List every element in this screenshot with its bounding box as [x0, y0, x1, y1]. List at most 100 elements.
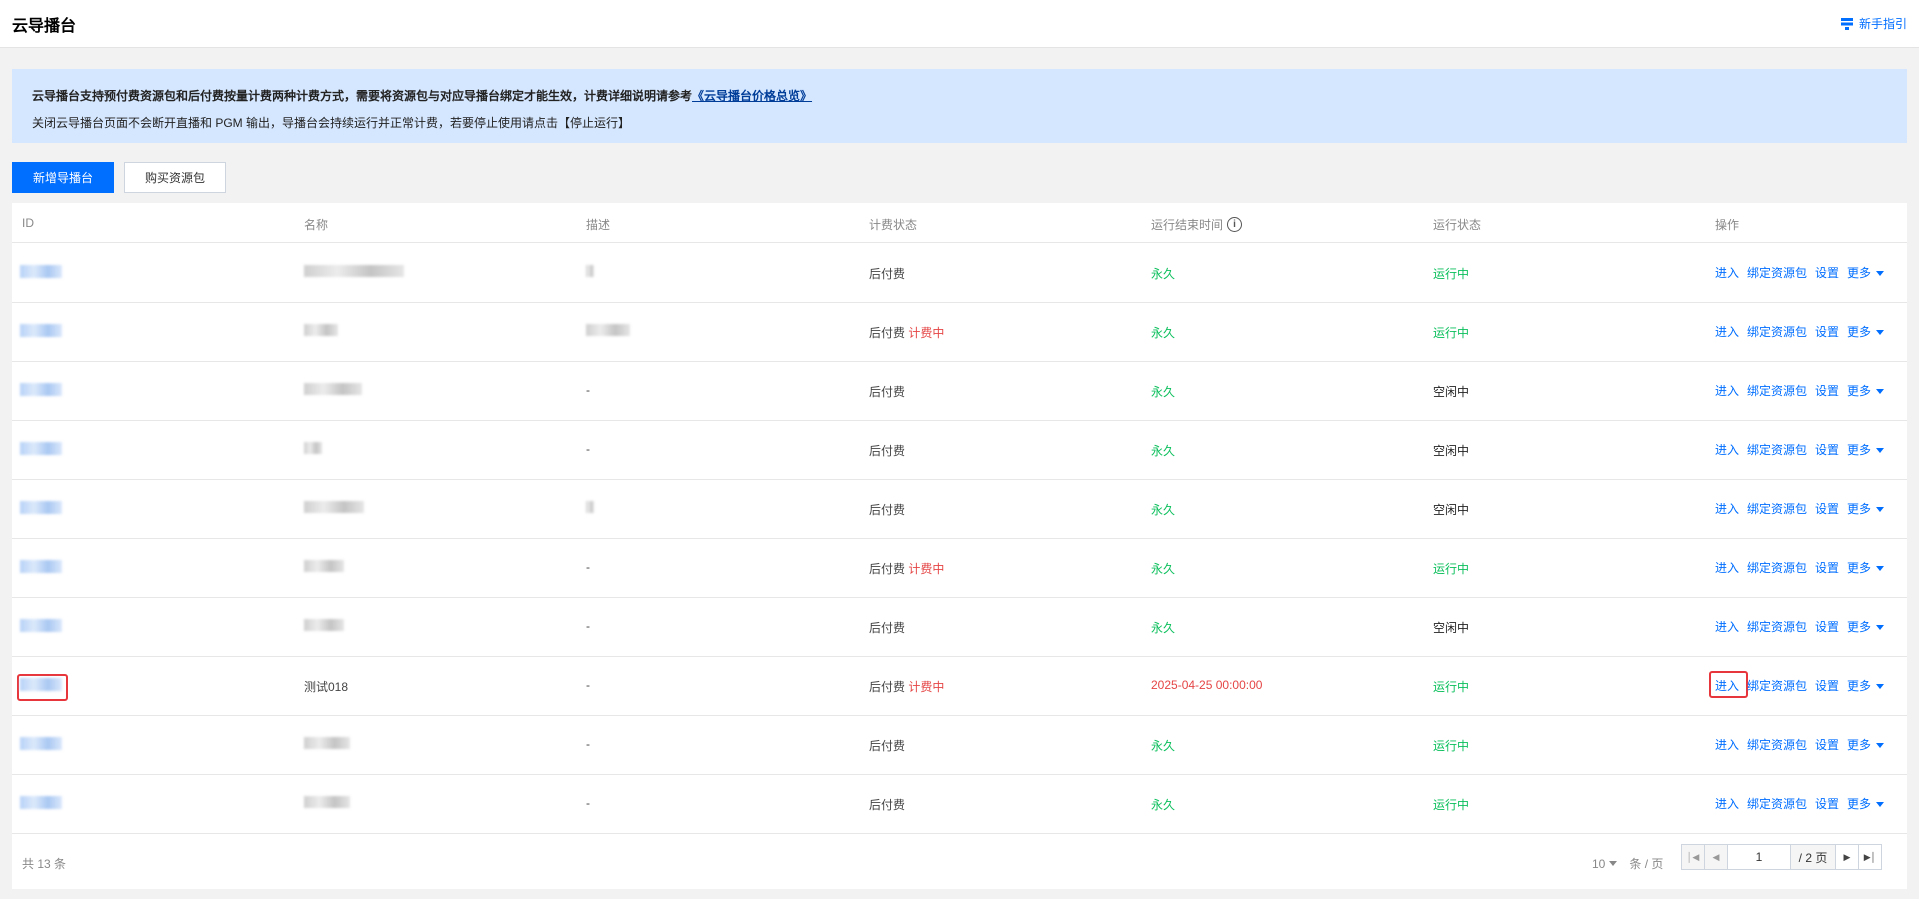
row-id[interactable]: [20, 737, 62, 753]
enter-link[interactable]: 进入: [1715, 618, 1739, 635]
row-id[interactable]: [20, 501, 62, 517]
buy-resource-pack-button[interactable]: 购买资源包: [124, 162, 226, 193]
bind-resource-pack-link[interactable]: 绑定资源包: [1747, 325, 1808, 339]
enter-link[interactable]: 进入: [1715, 441, 1739, 458]
table-row: - 后付费 永久 空闲中 进入 绑定资源包 设置 更多: [12, 598, 1907, 657]
enter-link[interactable]: 进入: [1715, 736, 1739, 753]
column-header-run-status: 运行状态: [1433, 218, 1482, 232]
enter-link-label: 进入: [1715, 443, 1740, 457]
enter-link[interactable]: 进入: [1715, 559, 1739, 576]
more-label: 更多: [1847, 679, 1872, 693]
chevron-down-icon: [1609, 861, 1618, 866]
bind-resource-pack-link[interactable]: 绑定资源包: [1747, 561, 1808, 575]
bind-resource-pack-link[interactable]: 绑定资源包: [1747, 266, 1808, 280]
settings-link[interactable]: 设置: [1815, 797, 1840, 811]
guide-link[interactable]: 新手指引: [1840, 15, 1907, 32]
more-dropdown[interactable]: 更多: [1847, 795, 1885, 812]
more-dropdown[interactable]: 更多: [1847, 500, 1885, 517]
more-dropdown[interactable]: 更多: [1847, 736, 1885, 753]
row-name-cell: [304, 619, 344, 634]
bind-resource-pack-link[interactable]: 绑定资源包: [1747, 443, 1808, 457]
more-dropdown[interactable]: 更多: [1847, 382, 1885, 399]
page-input[interactable]: 1: [1727, 844, 1791, 870]
prev-page-icon[interactable]: ◀: [1704, 844, 1728, 870]
row-id[interactable]: [20, 265, 62, 281]
row-run-status: 运行中: [1433, 267, 1470, 281]
settings-link[interactable]: 设置: [1815, 620, 1840, 634]
row-description-cell: -: [586, 737, 590, 751]
bind-resource-pack-link[interactable]: 绑定资源包: [1747, 797, 1808, 811]
row-name-cell: [304, 796, 350, 811]
row-id[interactable]: [20, 796, 62, 812]
row-billing-status: 后付费 计费中: [869, 560, 944, 577]
billing-mode: 后付费: [869, 385, 906, 399]
row-run-status: 空闲中: [1433, 444, 1470, 458]
more-dropdown[interactable]: 更多: [1847, 441, 1885, 458]
row-name-cell: 测试018: [304, 678, 348, 695]
first-page-icon[interactable]: │◀: [1681, 844, 1705, 870]
price-overview-link[interactable]: 《云导播台价格总览》: [692, 89, 813, 103]
billing-tag: 计费中: [908, 562, 945, 576]
row-description: -: [586, 678, 590, 692]
enter-link[interactable]: 进入: [1715, 264, 1739, 281]
settings-link[interactable]: 设置: [1815, 384, 1840, 398]
enter-link[interactable]: 进入: [1715, 500, 1739, 517]
row-run-status: 运行中: [1433, 562, 1470, 576]
bind-resource-pack-link[interactable]: 绑定资源包: [1747, 384, 1808, 398]
row-description-redacted: [586, 265, 594, 277]
table-row: - 后付费 永久 运行中 进入 绑定资源包 设置 更多: [12, 775, 1907, 834]
settings-link[interactable]: 设置: [1815, 679, 1840, 693]
bind-resource-pack-link[interactable]: 绑定资源包: [1747, 620, 1808, 634]
next-page-icon[interactable]: ▶: [1835, 844, 1859, 870]
settings-link[interactable]: 设置: [1815, 325, 1840, 339]
row-id[interactable]: [20, 442, 62, 458]
row-id-redacted: [20, 265, 62, 278]
bind-resource-pack-link[interactable]: 绑定资源包: [1747, 679, 1808, 693]
row-id[interactable]: [20, 678, 62, 694]
more-dropdown[interactable]: 更多: [1847, 264, 1885, 281]
row-end-time: 永久: [1151, 385, 1176, 399]
row-description-redacted: [586, 324, 630, 336]
row-description-cell: -: [586, 560, 590, 574]
guide-icon: [1840, 17, 1854, 31]
enter-link-label: 进入: [1715, 266, 1740, 280]
row-id[interactable]: [20, 560, 62, 576]
more-label: 更多: [1847, 443, 1872, 457]
row-actions: 进入 绑定资源包 设置 更多: [1715, 795, 1885, 812]
more-label: 更多: [1847, 325, 1872, 339]
settings-link[interactable]: 设置: [1815, 738, 1840, 752]
billing-mode: 后付费: [869, 562, 906, 576]
create-director-button[interactable]: 新增导播台: [12, 162, 114, 193]
bind-resource-pack-link[interactable]: 绑定资源包: [1747, 502, 1808, 516]
row-id[interactable]: [20, 324, 62, 340]
row-id[interactable]: [20, 383, 62, 399]
more-dropdown[interactable]: 更多: [1847, 323, 1885, 340]
last-page-icon[interactable]: ▶│: [1858, 844, 1882, 870]
settings-link[interactable]: 设置: [1815, 502, 1840, 516]
more-label: 更多: [1847, 561, 1872, 575]
page-size-select[interactable]: 10 条 / 页: [1592, 855, 1663, 872]
column-header-billing-status: 计费状态: [869, 218, 918, 232]
info-icon[interactable]: i: [1227, 217, 1243, 232]
more-dropdown[interactable]: 更多: [1847, 618, 1885, 635]
chevron-down-icon: [1876, 802, 1885, 808]
enter-link[interactable]: 进入: [1715, 323, 1739, 340]
chevron-down-icon: [1876, 625, 1885, 631]
guide-link-label: 新手指引: [1858, 17, 1907, 31]
row-run-status: 空闲中: [1433, 385, 1470, 399]
enter-link[interactable]: 进入: [1709, 671, 1748, 698]
row-name-redacted: [304, 619, 344, 631]
enter-link-label: 进入: [1715, 679, 1740, 693]
more-dropdown[interactable]: 更多: [1847, 559, 1885, 576]
enter-link[interactable]: 进入: [1715, 795, 1739, 812]
settings-link[interactable]: 设置: [1815, 266, 1840, 280]
billing-mode: 后付费: [869, 267, 906, 281]
more-dropdown[interactable]: 更多: [1847, 677, 1885, 694]
settings-link[interactable]: 设置: [1815, 443, 1840, 457]
bind-resource-pack-link[interactable]: 绑定资源包: [1747, 738, 1808, 752]
row-billing-status: 后付费: [869, 501, 905, 518]
settings-link[interactable]: 设置: [1815, 561, 1840, 575]
row-id[interactable]: [20, 619, 62, 635]
chevron-down-icon: [1876, 330, 1885, 336]
enter-link[interactable]: 进入: [1715, 382, 1739, 399]
